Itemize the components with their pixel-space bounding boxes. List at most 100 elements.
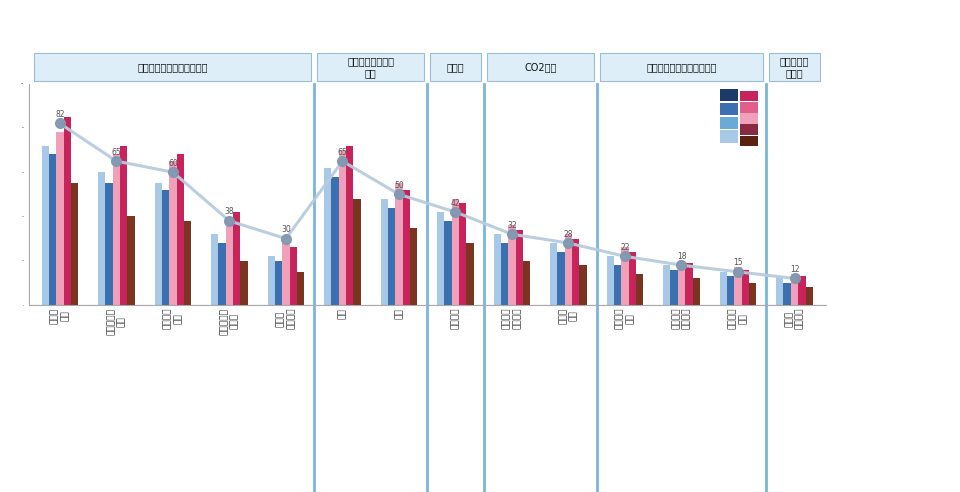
FancyBboxPatch shape bbox=[317, 53, 424, 81]
Bar bbox=[501, 243, 508, 305]
Bar bbox=[607, 256, 614, 305]
Bar bbox=[720, 272, 727, 305]
FancyBboxPatch shape bbox=[769, 53, 820, 81]
Bar bbox=[493, 234, 501, 305]
Bar bbox=[572, 239, 580, 305]
Bar bbox=[211, 234, 218, 305]
Bar bbox=[614, 265, 621, 305]
Text: 水資源: 水資源 bbox=[446, 62, 465, 72]
Bar bbox=[663, 265, 670, 305]
Bar bbox=[218, 243, 226, 305]
Bar bbox=[749, 283, 756, 305]
Bar bbox=[621, 247, 629, 305]
Bar bbox=[629, 252, 636, 305]
Bar bbox=[734, 267, 742, 305]
Bar bbox=[324, 168, 331, 305]
Bar bbox=[388, 208, 396, 305]
Bar bbox=[636, 274, 643, 305]
Bar bbox=[71, 184, 79, 305]
Bar bbox=[226, 221, 233, 305]
Bar bbox=[720, 103, 738, 115]
Bar bbox=[282, 243, 290, 305]
Bar bbox=[558, 252, 564, 305]
Text: 65: 65 bbox=[111, 148, 121, 156]
Bar bbox=[742, 270, 749, 305]
Bar bbox=[49, 154, 57, 305]
Text: 38: 38 bbox=[225, 208, 234, 216]
Text: 30: 30 bbox=[281, 225, 291, 234]
Bar bbox=[523, 261, 530, 305]
Text: 22: 22 bbox=[620, 243, 630, 252]
Bar bbox=[268, 256, 275, 305]
Text: エネルギー消費の
削減: エネルギー消費の 削減 bbox=[348, 56, 395, 78]
Bar bbox=[740, 91, 757, 101]
FancyBboxPatch shape bbox=[487, 53, 594, 81]
Bar bbox=[184, 221, 191, 305]
Bar bbox=[516, 230, 523, 305]
Bar bbox=[106, 184, 112, 305]
Text: 32: 32 bbox=[507, 221, 516, 230]
Bar bbox=[452, 199, 459, 305]
Bar bbox=[177, 154, 184, 305]
Bar bbox=[380, 199, 388, 305]
Bar bbox=[169, 161, 177, 305]
Bar bbox=[275, 261, 282, 305]
Bar bbox=[353, 199, 361, 305]
Text: 42: 42 bbox=[450, 199, 460, 208]
Bar bbox=[41, 146, 49, 305]
Bar bbox=[740, 136, 757, 147]
Bar bbox=[128, 216, 134, 305]
Bar bbox=[112, 154, 120, 305]
Bar bbox=[720, 117, 738, 129]
Text: 82: 82 bbox=[55, 110, 64, 119]
Text: 地域活性化・地域文化支援: 地域活性化・地域文化支援 bbox=[646, 62, 717, 72]
Bar bbox=[331, 177, 339, 305]
Bar bbox=[410, 227, 418, 305]
Text: CO2削減: CO2削減 bbox=[524, 62, 557, 72]
FancyBboxPatch shape bbox=[600, 53, 763, 81]
Bar bbox=[339, 150, 347, 305]
Bar bbox=[550, 243, 558, 305]
Bar bbox=[580, 265, 587, 305]
Bar bbox=[783, 283, 791, 305]
Bar bbox=[155, 184, 162, 305]
Bar bbox=[63, 117, 71, 305]
Bar bbox=[57, 132, 63, 305]
Bar bbox=[459, 203, 467, 305]
Text: 28: 28 bbox=[564, 230, 573, 239]
Bar bbox=[740, 113, 757, 124]
Bar bbox=[120, 146, 128, 305]
Bar bbox=[685, 263, 692, 305]
Bar bbox=[740, 102, 757, 113]
Bar bbox=[347, 146, 353, 305]
Bar bbox=[240, 261, 248, 305]
Bar bbox=[564, 234, 572, 305]
Bar bbox=[402, 190, 410, 305]
Bar bbox=[233, 212, 240, 305]
Bar bbox=[437, 212, 444, 305]
Bar bbox=[805, 287, 813, 305]
Bar bbox=[720, 89, 738, 101]
Bar bbox=[791, 274, 798, 305]
Bar bbox=[444, 221, 452, 305]
Bar bbox=[720, 130, 738, 143]
Text: 18: 18 bbox=[677, 252, 686, 261]
Bar bbox=[727, 277, 734, 305]
Bar bbox=[508, 225, 516, 305]
Bar bbox=[776, 278, 783, 305]
Bar bbox=[290, 247, 297, 305]
Bar bbox=[678, 261, 685, 305]
Bar bbox=[297, 272, 304, 305]
Bar bbox=[98, 172, 106, 305]
Bar bbox=[692, 278, 700, 305]
FancyBboxPatch shape bbox=[430, 53, 481, 81]
Bar bbox=[162, 190, 169, 305]
Text: 平等や公正
の確保: 平等や公正 の確保 bbox=[780, 56, 809, 78]
Bar bbox=[467, 243, 474, 305]
Bar bbox=[396, 184, 402, 305]
Text: ゴミ等の削減・リサイクル: ゴミ等の削減・リサイクル bbox=[137, 62, 208, 72]
Text: 50: 50 bbox=[394, 181, 404, 190]
Text: 12: 12 bbox=[790, 265, 800, 274]
Text: 65: 65 bbox=[338, 148, 348, 156]
Text: 60: 60 bbox=[168, 159, 178, 168]
